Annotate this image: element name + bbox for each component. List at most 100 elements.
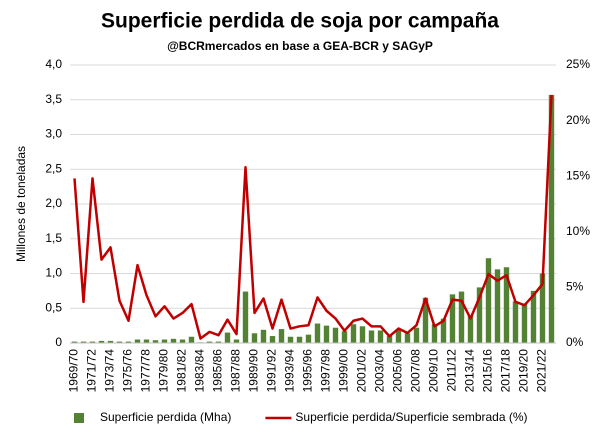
bar: [440, 318, 447, 343]
x-tick-label: 2021/22: [535, 349, 549, 393]
bar: [341, 331, 348, 343]
x-tick-label: 1999/00: [337, 349, 351, 393]
y2-tick-label: 0%: [566, 335, 584, 349]
bar: [98, 340, 105, 343]
x-tick-label: 1993/94: [283, 349, 297, 393]
bar: [296, 336, 303, 343]
y2-tick-label: 5%: [566, 280, 584, 294]
bar: [521, 304, 528, 343]
bar: [80, 341, 87, 343]
bar: [71, 341, 78, 343]
x-tick-label: 2011/12: [445, 349, 459, 392]
bar: [485, 258, 492, 343]
bar: [350, 324, 357, 343]
bar: [386, 336, 393, 343]
x-tick-label: 1975/76: [121, 349, 135, 393]
bar: [503, 267, 510, 343]
bar: [206, 341, 213, 343]
bar: [161, 339, 168, 343]
bar: [431, 324, 438, 343]
x-tick-label: 2005/06: [391, 349, 405, 393]
bar: [170, 338, 177, 343]
bar: [116, 341, 123, 343]
bar: [368, 330, 375, 343]
y2-tick-label: 25%: [566, 57, 590, 71]
bar: [242, 291, 249, 343]
bar: [233, 339, 240, 343]
x-tick-label: 2003/04: [373, 349, 387, 393]
x-tick-label: 2019/20: [517, 349, 531, 393]
x-tick-label: 2013/14: [463, 349, 477, 393]
bar: [152, 340, 159, 343]
x-tick-label: 2007/08: [409, 349, 423, 393]
bar: [269, 336, 276, 343]
x-tick-label: 1997/98: [319, 349, 333, 393]
line: [73, 94, 553, 340]
x-tick-label: 2015/16: [481, 349, 495, 393]
x-tick-label: 2009/10: [427, 349, 441, 393]
bar: [332, 327, 339, 343]
bar: [89, 341, 96, 343]
x-tick-label: 1983/84: [193, 349, 207, 393]
x-tick-label: 1971/72: [85, 349, 99, 393]
bar: [449, 294, 456, 343]
bar: [287, 336, 294, 343]
y-tick-label: 2,5: [45, 161, 62, 175]
bar: [458, 291, 465, 343]
y-tick-label: 3,5: [45, 92, 62, 106]
chart-subtitle: @BCRmercados en base a GEA-BCR y SAGyP: [167, 39, 433, 53]
bar: [251, 333, 258, 343]
y-tick-label: 4,0: [45, 57, 62, 71]
bar: [359, 326, 366, 343]
x-tick-label: 1987/88: [229, 349, 243, 393]
bar: [539, 273, 546, 343]
bar: [278, 329, 285, 343]
x-tick-label: 1989/90: [247, 349, 261, 393]
x-tick-label: 1981/82: [175, 349, 189, 393]
y-tick-label: 1,5: [45, 231, 62, 245]
bar: [494, 269, 501, 343]
x-tick-label: 1973/74: [103, 349, 117, 393]
bar: [323, 325, 330, 343]
y-tick-label: 3,0: [45, 127, 62, 141]
bar: [125, 341, 132, 343]
bar: [215, 341, 222, 343]
bar: [143, 339, 150, 343]
bar: [134, 339, 141, 343]
bar: [413, 327, 420, 343]
y-tick-label: 1,0: [45, 266, 62, 280]
y2-tick-label: 15%: [566, 168, 590, 182]
x-tick-label: 2001/02: [355, 349, 369, 393]
bar: [314, 323, 321, 343]
y-tick-label: 0,5: [45, 300, 62, 314]
legend-label: Superficie perdida (Mha): [100, 410, 231, 424]
bar: [107, 340, 114, 343]
x-tick-label: 1979/80: [157, 349, 171, 393]
x-tick-label: 1995/96: [301, 349, 315, 393]
y2-tick-label: 20%: [566, 113, 590, 127]
y-tick-label: 2,0: [45, 196, 62, 210]
y2-tick-label: 10%: [566, 224, 590, 238]
legend-label: Superficie perdida/Superficie sembrada (…: [295, 410, 527, 424]
bar: [377, 330, 384, 343]
bar: [476, 287, 483, 343]
x-tick-label: 1977/78: [139, 349, 153, 393]
legend-swatch: [74, 413, 84, 423]
bar: [530, 290, 537, 343]
bar: [422, 297, 429, 343]
x-tick-label: 2017/18: [499, 349, 513, 393]
y-axis-title: Millones de toneladas: [14, 146, 28, 262]
chart-title: Superficie perdida de soja por campaña: [101, 10, 499, 33]
bar: [188, 336, 195, 343]
bar: [224, 332, 231, 343]
bar: [548, 94, 555, 343]
bar: [404, 333, 411, 343]
x-tick-label: 1991/92: [265, 349, 279, 393]
y-tick-label: 0: [55, 335, 62, 349]
bar: [512, 301, 519, 343]
x-tick-label: 1969/70: [67, 349, 81, 393]
x-tick-label: 1985/86: [211, 349, 225, 393]
bar: [305, 334, 312, 343]
